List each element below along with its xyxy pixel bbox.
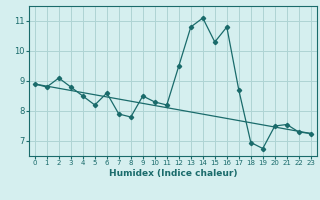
X-axis label: Humidex (Indice chaleur): Humidex (Indice chaleur) bbox=[108, 169, 237, 178]
